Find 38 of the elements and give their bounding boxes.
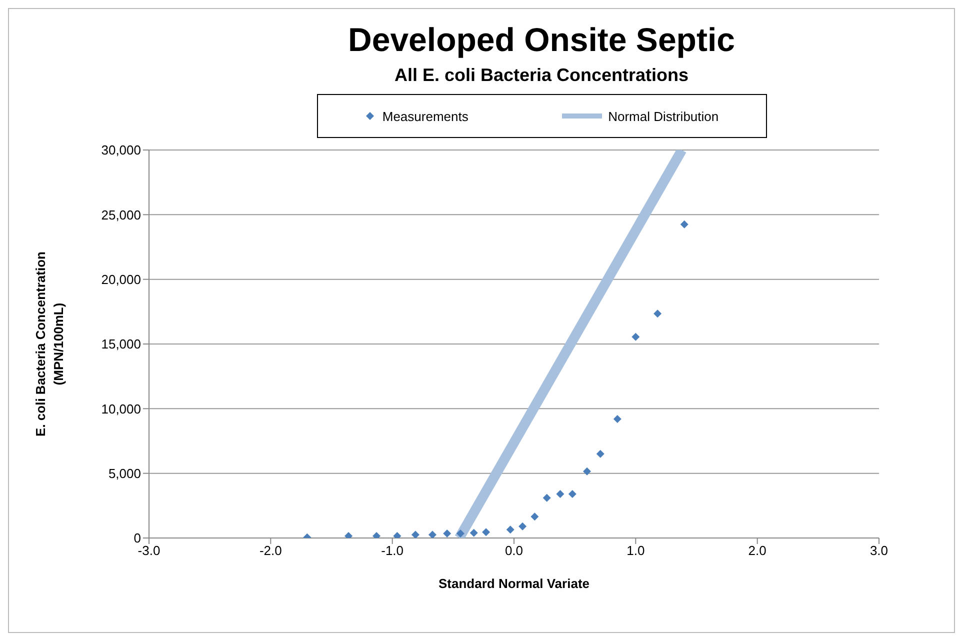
point xyxy=(456,529,464,538)
x-tick-label: 3.0 xyxy=(870,543,888,558)
y-tick-label: 30,000 xyxy=(101,142,141,158)
legend-label: Measurements xyxy=(382,108,468,124)
point xyxy=(518,522,527,530)
point xyxy=(506,526,514,534)
x-tick-label: -3.0 xyxy=(138,543,160,558)
chart-title: Developed Onsite Septic xyxy=(347,21,736,59)
y-tick-label: 0 xyxy=(134,530,141,546)
y-axis-title: E. coli Bacteria Concentration (MPN/100mL) xyxy=(33,251,66,436)
point xyxy=(613,415,622,424)
y-tick-label: 10,000 xyxy=(101,401,141,416)
point xyxy=(470,528,478,537)
point xyxy=(411,530,420,538)
point xyxy=(542,494,551,502)
point xyxy=(680,220,688,228)
point xyxy=(583,467,591,476)
x-tick-label: 2.0 xyxy=(748,543,766,558)
y-tick-label: 25,000 xyxy=(101,207,141,222)
point xyxy=(596,450,604,458)
y-tick-label: 20,000 xyxy=(101,272,141,287)
y-tick-label: 15,000 xyxy=(101,336,141,352)
point xyxy=(632,332,640,341)
x-tick-label: 0.0 xyxy=(504,543,524,558)
x-tick-label: 1.0 xyxy=(626,543,645,558)
point xyxy=(654,310,662,318)
point xyxy=(443,529,452,538)
x-tick-label: -2.0 xyxy=(259,543,282,558)
x-tick-label: -1.0 xyxy=(381,543,404,558)
point xyxy=(482,528,490,536)
y-tick-label: 5,000 xyxy=(108,466,141,481)
legend-label: Normal Distribution xyxy=(608,108,719,124)
point xyxy=(556,490,564,498)
x-axis-title: Standard Normal Variate xyxy=(438,576,590,591)
point xyxy=(568,490,576,498)
chart-subtitle: All E. coli Bacteria Concentrations xyxy=(393,65,690,86)
point xyxy=(428,530,436,538)
point xyxy=(530,512,539,521)
